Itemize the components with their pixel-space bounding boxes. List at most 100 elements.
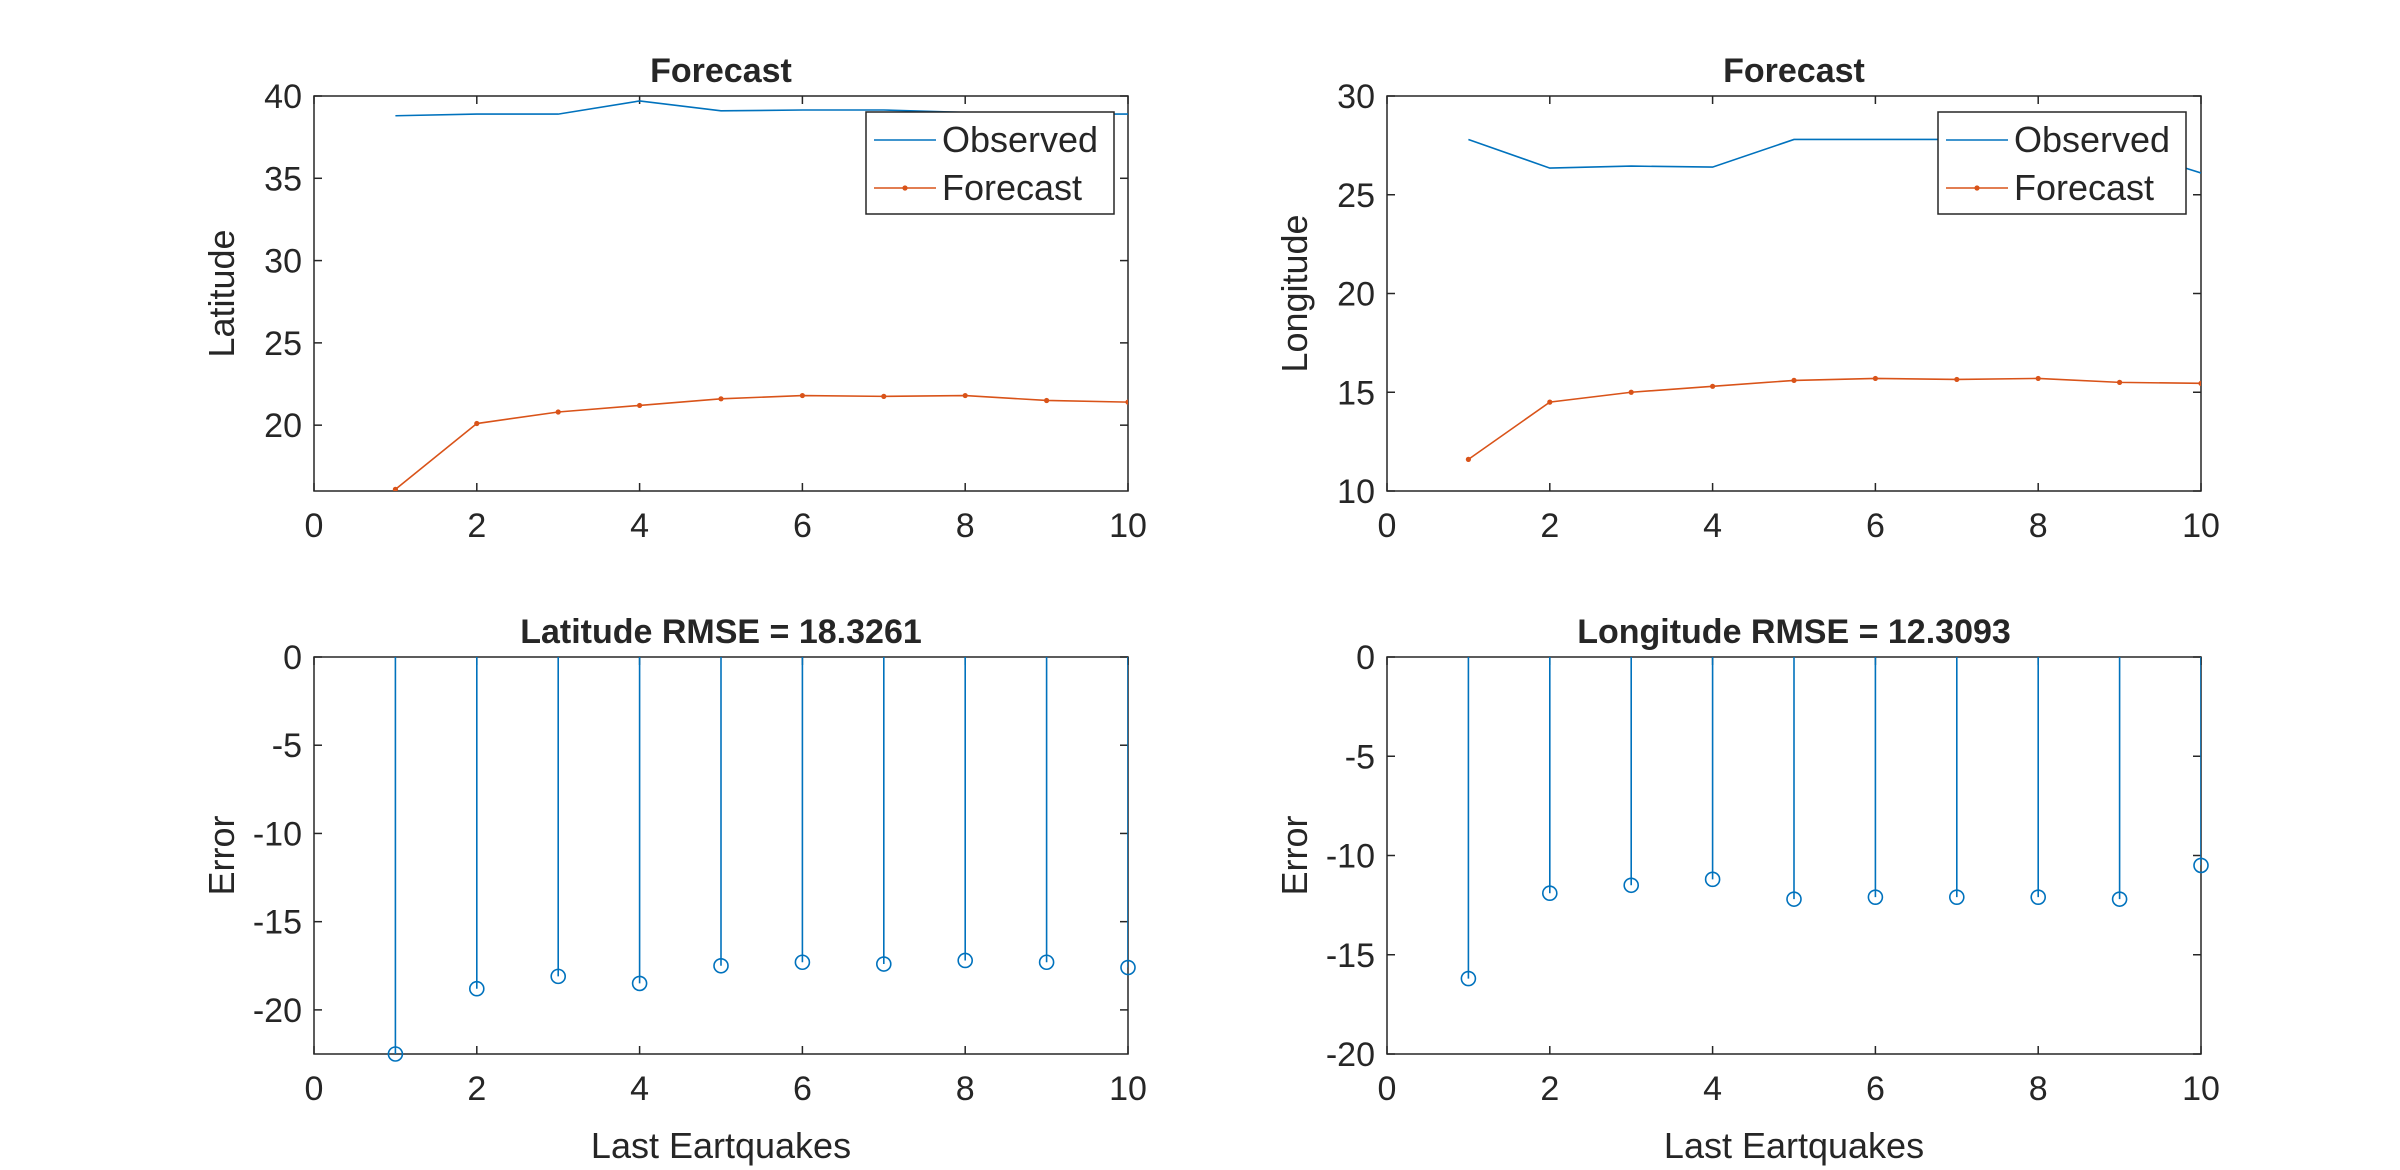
x-tick-label: 6	[793, 507, 812, 545]
x-tick-label: 0	[1378, 1070, 1397, 1108]
y-tick-label: -10	[253, 815, 302, 853]
x-tick-label: 0	[305, 507, 324, 545]
subplot-latitude-forecast: Forecast Latitude 0 2 4 6 8 10 20 25 30 35 40 Obser…	[201, 52, 1147, 545]
y-axis-label: Latitude	[201, 229, 242, 357]
y-tick-label: 30	[264, 243, 302, 281]
stem-marker	[1949, 889, 1965, 905]
plot-area	[394, 657, 1128, 1054]
series-point-forecast	[474, 420, 480, 427]
x-tick-label: 4	[1703, 507, 1722, 545]
x-tick-label: 4	[630, 507, 649, 545]
legend-label-observed: Observed	[2014, 119, 2170, 160]
plot-area	[1467, 657, 2201, 979]
legend: Observed Forecast	[1937, 111, 2187, 215]
series-line-forecast	[394, 394, 1128, 490]
y-tick-label: 0	[283, 639, 302, 677]
subplot-latitude-error: Latitude RMSE = 18.3261 Error Last Eartq…	[201, 613, 1147, 1166]
y-tick-label: 35	[264, 160, 302, 198]
y-tick-label: -20	[1326, 1036, 1375, 1074]
x-tick-label: 6	[793, 1070, 812, 1108]
plot-title: Longitude RMSE = 12.3093	[1577, 613, 2011, 651]
x-tick-label: 2	[1540, 507, 1559, 545]
stem-marker	[1038, 954, 1055, 971]
x-axis-label: Last Eartquakes	[591, 1125, 851, 1166]
series-point-forecast	[1465, 456, 1471, 462]
y-tick-label: -5	[272, 727, 302, 765]
stem-marker	[957, 952, 974, 969]
legend: Observed Forecast	[865, 111, 1115, 215]
y-tick-label: 30	[1337, 78, 1375, 116]
y-tick-label: 10	[1337, 473, 1375, 511]
legend-label-forecast: Forecast	[942, 167, 1082, 208]
x-tick-label: 10	[1109, 507, 1147, 545]
x-tick-label: 0	[1378, 507, 1397, 545]
series-point-forecast	[1125, 399, 1128, 405]
x-tick-label: 2	[467, 507, 486, 545]
y-tick-label: 40	[264, 78, 302, 116]
stem-marker	[1120, 959, 1136, 976]
x-tick-label: 2	[467, 1070, 486, 1108]
subplot-longitude-forecast: Forecast Longitude 0 2 4 6 8 10 10 15 20 25 30 Obse…	[1274, 52, 2220, 545]
y-tick-label: 20	[1337, 276, 1375, 314]
x-tick-label: 8	[2029, 507, 2048, 545]
subplot-longitude-error: Longitude RMSE = 12.3093 Error Last Eart…	[1274, 613, 2220, 1166]
y-tick-label: -15	[253, 904, 302, 942]
x-tick-label: 8	[956, 507, 975, 545]
series-point-forecast	[2198, 380, 2201, 386]
legend-marker-forecast	[902, 185, 908, 191]
x-tick-label: 4	[1703, 1070, 1722, 1108]
stem-marker	[1786, 891, 1802, 907]
x-tick-label: 6	[1866, 1070, 1885, 1108]
series-point-forecast	[1791, 377, 1797, 383]
plot-title: Latitude RMSE = 18.3261	[520, 613, 922, 651]
y-tick-label: 0	[1356, 639, 1375, 677]
series-line-forecast	[1467, 377, 2201, 461]
x-axis-label: Last Eartquakes	[1664, 1125, 1924, 1166]
x-tick-label: 2	[1540, 1070, 1559, 1108]
y-axis-label: Longitude	[1274, 214, 1315, 372]
stem-marker	[713, 957, 729, 974]
stem-marker	[2193, 857, 2209, 874]
x-tick-label: 4	[630, 1070, 649, 1108]
legend-marker-forecast	[1974, 185, 1980, 191]
stem-marker	[631, 975, 648, 992]
legend-label-forecast: Forecast	[2014, 167, 2154, 208]
series-point-forecast	[555, 409, 561, 415]
plot-title: Forecast	[650, 52, 792, 90]
legend-label-observed: Observed	[942, 119, 1098, 160]
x-tick-label: 10	[2182, 507, 2220, 545]
series-point-forecast	[1628, 389, 1634, 395]
legend-box	[865, 111, 1115, 215]
x-tick-label: 0	[305, 1070, 324, 1108]
stem-marker	[1460, 970, 1477, 987]
series-point-forecast	[1547, 399, 1553, 405]
legend-box	[1937, 111, 2187, 215]
y-tick-label: -10	[1326, 838, 1375, 876]
y-tick-label: 25	[1337, 177, 1375, 215]
stem-marker	[1704, 871, 1721, 888]
series-point-forecast	[718, 396, 724, 402]
series-point-forecast	[1710, 383, 1716, 389]
stem-marker	[1623, 877, 1639, 894]
stem-marker	[2030, 889, 2046, 905]
stem-marker	[1867, 889, 1884, 905]
stem-marker	[2111, 891, 2128, 907]
y-tick-label: 25	[264, 325, 302, 363]
series-point-forecast	[1872, 375, 1878, 382]
x-tick-label: 6	[1866, 507, 1885, 545]
x-tick-label: 10	[1109, 1070, 1147, 1108]
series-point-forecast	[1044, 397, 1050, 404]
stem-marker	[794, 954, 811, 971]
stem-marker	[875, 956, 892, 972]
series-point-forecast	[392, 486, 398, 491]
y-tick-label: -5	[1345, 738, 1375, 776]
x-tick-label: 10	[2182, 1070, 2220, 1108]
y-tick-label: -15	[1326, 937, 1375, 975]
series-point-forecast	[799, 392, 806, 399]
x-tick-label: 8	[2029, 1070, 2048, 1108]
stem-marker	[1542, 885, 1558, 902]
series-point-forecast	[962, 392, 968, 399]
series-point-forecast	[2117, 379, 2123, 385]
series-point-forecast	[1954, 376, 1960, 383]
